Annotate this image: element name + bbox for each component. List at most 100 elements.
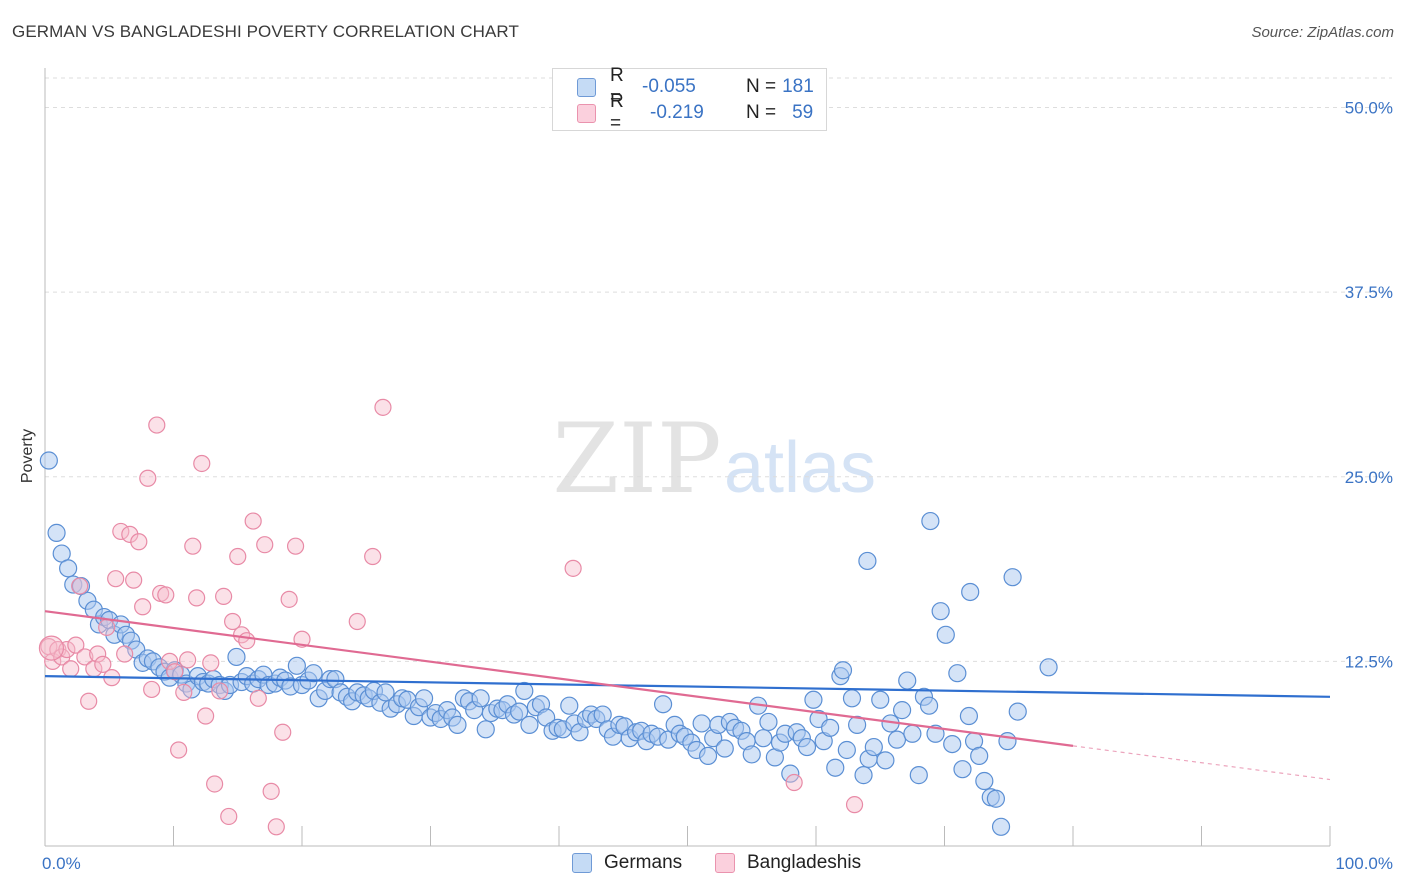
bangladeshis-point — [107, 570, 125, 588]
germans-point — [754, 729, 773, 748]
germans-point — [1003, 568, 1022, 587]
legend-label-bangladeshis: Bangladeshis — [747, 852, 862, 873]
germans-point — [520, 715, 539, 734]
y-tick-label: 50.0% — [1345, 99, 1393, 118]
germans-point — [998, 732, 1017, 751]
germans-point — [871, 690, 890, 709]
bangladeshis-swatch — [715, 853, 735, 873]
y-tick-label: 25.0% — [1345, 468, 1393, 487]
bangladeshis-point — [80, 692, 98, 710]
bangladeshis-point — [564, 559, 582, 577]
bangladeshis-point — [94, 655, 112, 673]
bangladeshis-point — [202, 654, 220, 672]
germans-point — [47, 523, 66, 542]
legend-item-bangladeshis[interactable]: Bangladeshis — [715, 852, 861, 874]
bangladeshis-point — [286, 537, 305, 555]
source-label: Source: ZipAtlas.com — [1251, 24, 1394, 41]
germans-point — [837, 740, 856, 760]
bangladeshis-point — [238, 632, 256, 650]
x-tick-label: 100.0% — [1335, 854, 1393, 873]
bangladeshis-point — [256, 536, 274, 554]
bangladeshis-point — [348, 612, 366, 631]
germans-point — [975, 771, 994, 791]
germans-point — [892, 701, 912, 720]
germans-point — [921, 511, 940, 531]
legend-n-value: 59 — [792, 102, 814, 123]
bangladeshis-point — [89, 645, 107, 663]
legend-label-germans: Germans — [604, 852, 683, 873]
germans-point — [970, 746, 989, 766]
germans-point — [848, 715, 867, 734]
bangladeshis-point — [134, 598, 152, 616]
germans-swatch — [572, 853, 592, 873]
germans-point — [448, 715, 467, 734]
bangladeshis-point — [374, 398, 392, 416]
bangladeshis-point — [143, 680, 161, 699]
bangladeshis-point — [166, 663, 184, 681]
bangladeshis-point — [244, 512, 262, 530]
germans-point — [887, 730, 907, 749]
bangladeshis-point — [62, 660, 80, 678]
germans-point — [781, 764, 800, 783]
germans-point — [476, 720, 495, 739]
bangladeshis-point — [67, 636, 85, 654]
bangladeshis-swatch — [577, 103, 596, 123]
bangladeshis-point — [249, 689, 267, 707]
germans-point — [936, 625, 955, 644]
bangladeshis-point-large — [38, 635, 65, 661]
bangladeshis-point — [262, 782, 280, 800]
germans-point — [797, 737, 817, 757]
bangladeshis-point — [130, 533, 148, 551]
germans-point — [59, 559, 78, 578]
bangladeshis-trend-line — [44, 610, 1074, 747]
bangladeshis-point — [197, 707, 215, 725]
bangladeshis-trend-extension — [1072, 745, 1331, 781]
germans-point — [471, 689, 490, 708]
bangladeshis-point — [267, 818, 285, 836]
bangladeshis-point — [206, 775, 224, 793]
legend-n-label: N = — [746, 102, 777, 123]
bangladeshis-point — [785, 773, 803, 792]
germans-point — [858, 551, 877, 571]
watermark-zip: ZIP — [552, 403, 721, 515]
bangladeshis-point — [845, 796, 864, 814]
germans-point — [715, 739, 734, 758]
bangladeshis-point — [274, 723, 292, 741]
legend-item-germans[interactable]: Germans — [572, 852, 682, 874]
chart-title: GERMAN VS BANGLADESHI POVERTY CORRELATIO… — [12, 22, 519, 41]
bangladeshis-point — [170, 741, 188, 759]
germans-point — [742, 745, 761, 764]
bangladeshis-point — [76, 648, 94, 666]
germans-point — [842, 689, 862, 708]
legend-r-value: -0.055 — [642, 76, 696, 97]
bangladeshis-point — [157, 586, 175, 604]
germans-point — [287, 656, 306, 675]
germans-point — [1039, 658, 1058, 677]
legend-r-value: -0.219 — [650, 102, 704, 123]
bangladeshis-point — [125, 571, 143, 589]
germans-point — [653, 695, 673, 714]
germans-point — [931, 602, 950, 621]
germans-point — [919, 696, 939, 715]
x-tick-label: 0.0% — [42, 854, 81, 873]
germans-trend-line — [44, 675, 1331, 698]
bangladeshis-point — [148, 416, 166, 434]
germans-point — [903, 724, 922, 743]
germans-point — [959, 706, 979, 726]
bangladeshis-point — [220, 807, 238, 826]
germans-point — [560, 696, 579, 715]
bangladeshis-point — [211, 682, 229, 700]
watermark-atlas: atlas — [724, 428, 876, 508]
germans-point — [991, 817, 1011, 836]
bangladeshis-point — [188, 589, 206, 607]
germans-point — [1008, 702, 1027, 721]
germans-point — [943, 734, 962, 754]
germans-point — [804, 690, 823, 709]
correlation-legend: R = -0.055 N = 181 R = -0.219 N = 59 — [552, 65, 827, 134]
germans-point — [948, 664, 967, 683]
y-tick-label: 12.5% — [1345, 652, 1393, 671]
germans-point — [304, 664, 323, 683]
germans-point — [986, 789, 1006, 808]
germans-point — [826, 758, 845, 777]
bangladeshis-point — [161, 652, 179, 670]
